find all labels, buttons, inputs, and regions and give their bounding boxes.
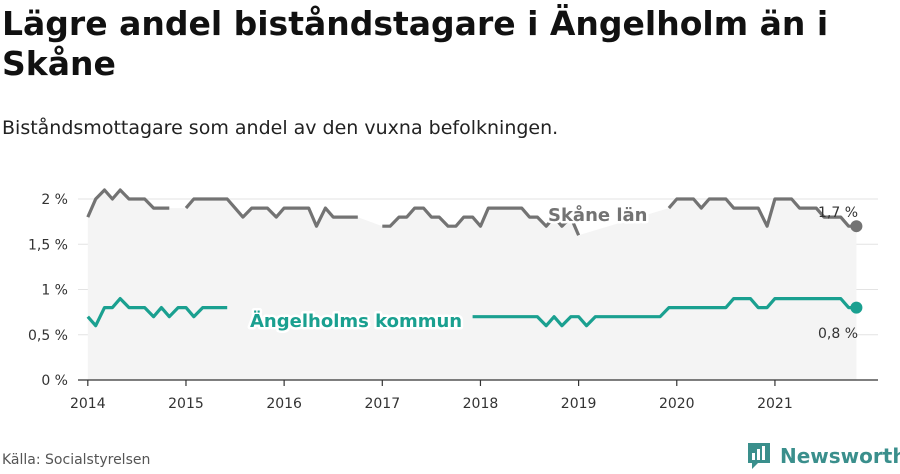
x-tick-label: 2021 [757,396,793,412]
skane-area-fill [87,190,857,380]
series-label-angelholm: Ängelholms kommun [250,310,462,332]
brand-logo: Newsworthy [746,441,900,471]
y-tick-label: 1,5 % [28,237,68,253]
series-labels: Skåne län Ängelholms kommun 1,7 % 0,8 % [248,202,859,343]
end-point-marker [850,301,863,314]
axes: 0 % 0,5 % 1 % 1,5 % 2 % 2014 2015 2016 2017 2018 2… [28,192,878,412]
y-tick-label: 0 % [41,373,68,389]
x-tick-label: 2016 [266,396,302,412]
end-label-skane: 1,7 % [818,205,858,221]
y-tick-label: 2 % [41,192,68,208]
end-label-angelholm: 0,8 % [818,326,858,342]
x-tick-label: 2018 [463,396,499,412]
series-lines [86,188,863,328]
angelholm-line [86,297,857,328]
series-label-skane: Skåne län [548,204,648,226]
source-note: Källa: Socialstyrelsen [2,452,151,468]
skane-line [86,188,857,236]
x-tick-label: 2015 [168,396,204,412]
y-tick-label: 0,5 % [28,328,68,344]
chart-subtitle: Biståndsmottagare som andel av den vuxna… [2,117,559,139]
newsworthy-logo-icon [748,443,770,469]
end-point-marker [850,220,863,233]
x-tick-label: 2020 [659,396,695,412]
x-tick-label: 2017 [364,396,400,412]
brand-name: Newsworthy [780,444,900,468]
x-tick-label: 2019 [561,396,597,412]
y-tick-label: 1 % [41,283,68,299]
chart-title: Lägre andel biståndstagare i Ängelholm ä… [2,4,829,83]
x-tick-label: 2014 [70,396,106,412]
